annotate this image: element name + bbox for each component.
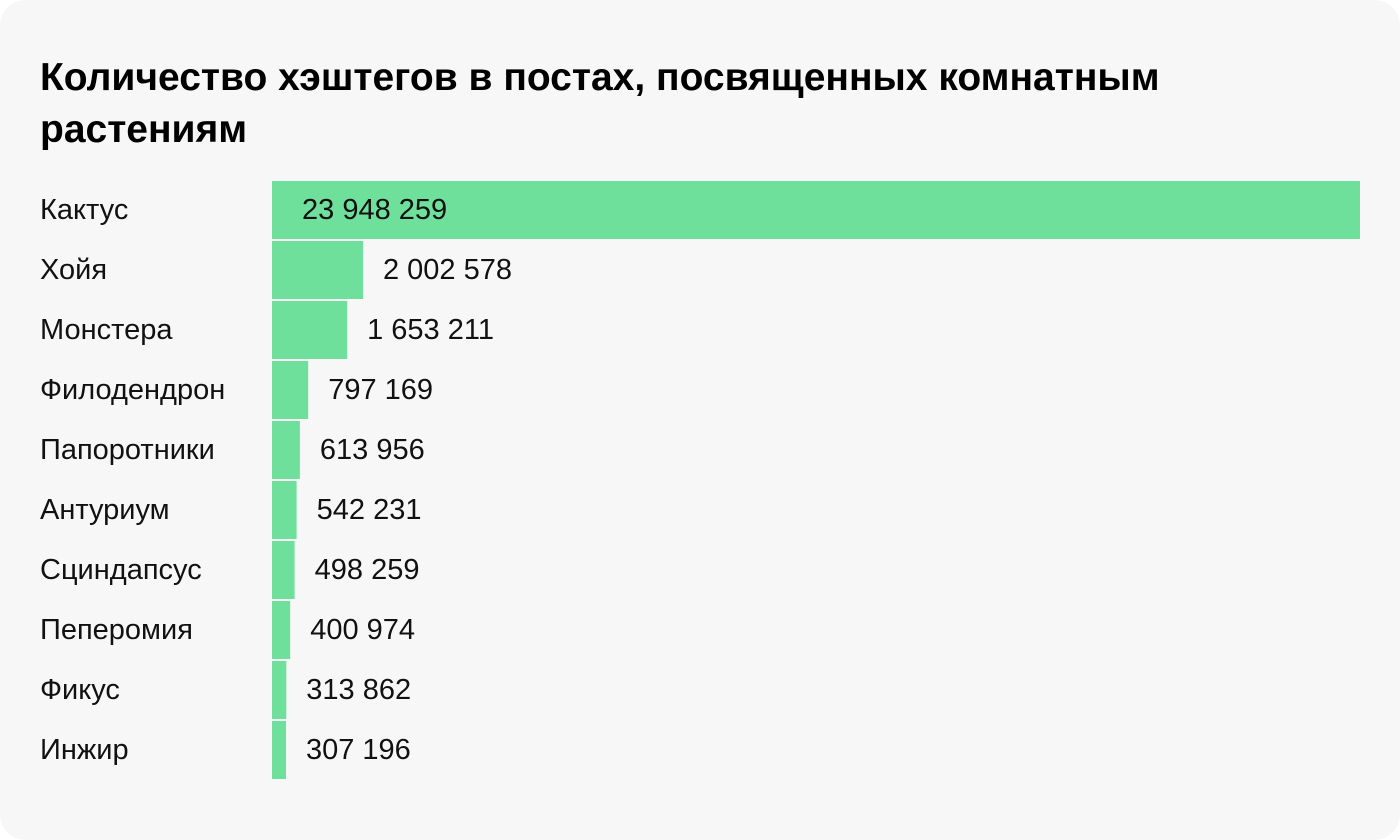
bar [272,181,1360,239]
bar [272,601,291,659]
bar [272,301,348,359]
category-label: Антуриум [40,494,170,526]
bar [272,481,297,539]
value-label: 2 002 578 [383,254,512,286]
bar [272,361,309,419]
category-label: Пеперомия [40,614,193,646]
bar [272,421,300,479]
value-label: 1 653 211 [367,314,494,346]
category-label: Фикус [40,674,120,706]
bar [272,241,363,299]
value-label: 307 196 [306,734,411,766]
bar [272,721,286,779]
value-label: 613 956 [320,434,425,466]
category-label: Инжир [40,734,129,766]
category-label: Сциндапсус [40,554,202,586]
category-label: Филодендрон [40,374,225,406]
value-label: 313 862 [306,674,411,706]
bar [272,541,295,599]
value-label: 797 169 [328,374,433,406]
chart-title: Количество хэштегов в постах, посвященны… [40,56,1160,151]
category-label: Хойя [40,254,107,286]
value-label: 498 259 [315,554,420,586]
value-label: 400 974 [310,614,415,646]
value-label: 23 948 259 [302,194,447,226]
category-label: Папоротники [40,434,215,466]
category-label: Монстера [40,314,173,346]
category-label: Кактус [40,194,128,226]
value-label: 542 231 [317,494,422,526]
bar [272,661,287,719]
